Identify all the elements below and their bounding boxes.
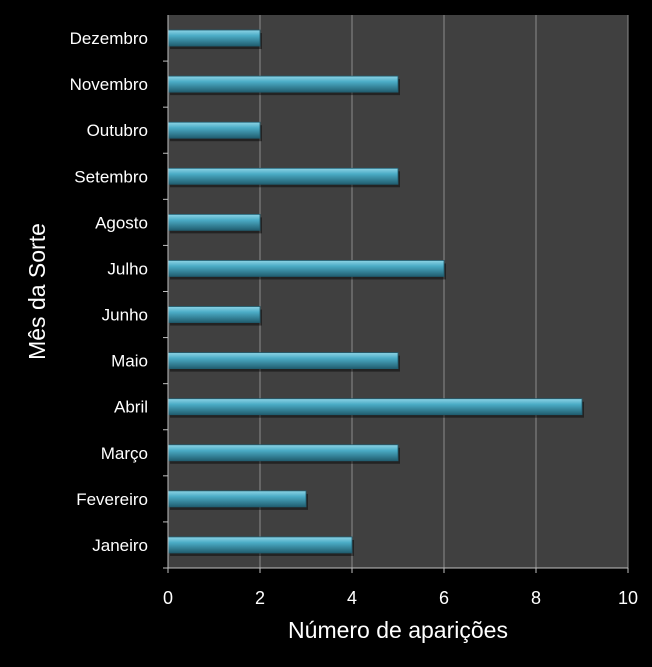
bar-setembro — [167, 167, 399, 185]
bar-dezembro — [167, 29, 261, 47]
y-tick-label: Março — [101, 444, 148, 463]
bar-outubro — [167, 121, 261, 139]
bar-agosto — [167, 213, 261, 231]
y-tick-label: Setembro — [74, 167, 148, 186]
gridlines — [259, 15, 629, 568]
bar-abril — [167, 398, 583, 416]
bar-janeiro — [167, 536, 353, 554]
x-tick-label: 10 — [618, 588, 638, 608]
y-tick-label: Outubro — [87, 121, 148, 140]
x-tick-label: 8 — [531, 588, 541, 608]
y-tick-label: Maio — [111, 352, 148, 371]
x-tick-label: 4 — [347, 588, 357, 608]
y-tick-label: Fevereiro — [76, 490, 148, 509]
y-tick-label: Julho — [107, 259, 148, 278]
y-tick-label: Junho — [102, 306, 148, 325]
y-tick-label: Dezembro — [70, 29, 148, 48]
x-axis-label: Número de aparições — [288, 617, 508, 643]
x-tick-label: 6 — [439, 588, 449, 608]
bar-março — [167, 444, 399, 462]
x-tick-label: 2 — [255, 588, 265, 608]
x-tick-label: 0 — [163, 588, 173, 608]
bar-maio — [167, 352, 399, 370]
y-tick-label: Janeiro — [92, 536, 148, 555]
bar-novembro — [167, 75, 399, 93]
axes: 0 2 4 6 8 10 Janeiro Fevereiro Março Abril Maio Jun… — [70, 15, 638, 608]
bar-junho — [167, 306, 261, 323]
plot-area — [168, 15, 628, 568]
y-tick-label: Novembro — [70, 75, 148, 94]
y-tick-label: Abril — [114, 398, 148, 417]
y-axis-label: Mês da Sorte — [24, 223, 50, 360]
bars — [167, 29, 584, 556]
y-tick-label: Agosto — [95, 213, 148, 232]
bar-julho — [167, 260, 445, 277]
bar-fevereiro — [167, 490, 307, 508]
